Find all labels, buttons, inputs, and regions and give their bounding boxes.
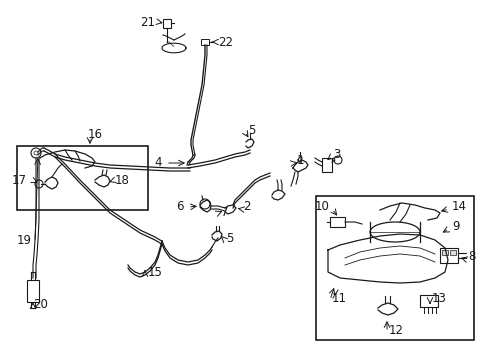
Text: 15: 15 [148, 266, 163, 279]
Text: 8: 8 [467, 251, 474, 264]
Bar [321, 158, 331, 172]
Circle shape [200, 199, 209, 209]
Bar [419, 295, 437, 307]
Text: 9: 9 [451, 220, 459, 234]
Text: 5: 5 [225, 231, 233, 244]
Circle shape [34, 151, 38, 155]
Circle shape [31, 148, 41, 158]
Text: 14: 14 [451, 201, 466, 213]
Text: 3: 3 [332, 148, 340, 162]
Text: 7: 7 [221, 207, 228, 220]
Text: 12: 12 [388, 324, 403, 337]
Bar [201, 39, 208, 45]
Bar [17, 146, 148, 210]
Text: 20: 20 [33, 297, 48, 310]
Text: 1: 1 [296, 154, 304, 167]
Text: 19: 19 [17, 234, 32, 247]
Bar [315, 196, 473, 340]
Bar [329, 217, 345, 227]
Text: 13: 13 [431, 292, 446, 305]
Bar [163, 19, 171, 28]
Text: 10: 10 [314, 201, 329, 213]
Text: 2: 2 [243, 201, 250, 213]
Circle shape [333, 156, 341, 164]
Text: 22: 22 [218, 36, 232, 49]
Text: 4: 4 [154, 157, 162, 170]
Text: 17: 17 [12, 175, 27, 188]
Text: 11: 11 [331, 292, 346, 305]
Text: 6: 6 [176, 201, 183, 213]
Circle shape [35, 180, 43, 188]
Bar [27, 280, 39, 302]
Bar [441, 250, 447, 255]
Text: 21: 21 [140, 15, 155, 28]
Ellipse shape [369, 222, 419, 242]
Text: 18: 18 [115, 175, 130, 188]
Text: 5: 5 [247, 123, 255, 136]
Text: 16: 16 [88, 129, 103, 141]
Bar [439, 248, 457, 263]
Bar [449, 250, 455, 255]
